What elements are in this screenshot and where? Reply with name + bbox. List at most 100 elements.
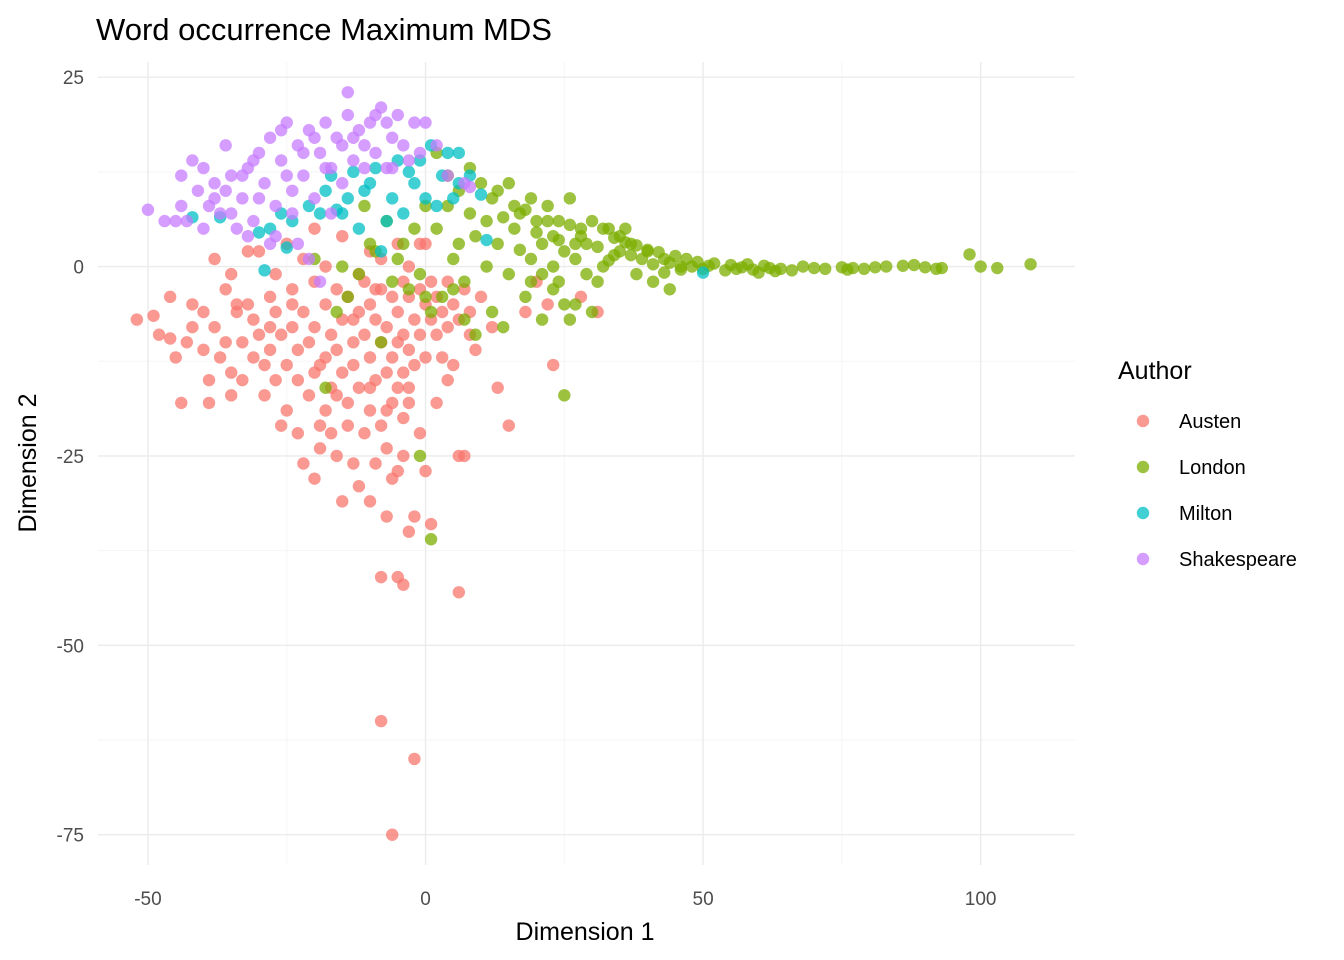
data-point	[330, 389, 343, 402]
data-point	[413, 426, 427, 440]
data-point	[630, 267, 643, 281]
data-point	[330, 283, 343, 296]
data-point	[186, 320, 199, 334]
data-point	[435, 351, 449, 364]
data-point	[347, 457, 360, 470]
data-point	[408, 222, 421, 235]
data-point	[541, 298, 554, 311]
data-point	[319, 381, 332, 394]
data-point	[247, 351, 260, 364]
data-point	[857, 262, 871, 276]
data-point	[347, 313, 360, 326]
data-point	[241, 298, 255, 311]
data-point	[252, 226, 266, 239]
data-point	[585, 305, 599, 319]
data-point	[896, 259, 910, 272]
data-point	[413, 449, 427, 463]
major-gridlines	[98, 62, 1075, 865]
data-point	[530, 226, 543, 239]
data-point	[319, 184, 332, 197]
data-point	[535, 237, 549, 251]
data-point	[535, 267, 549, 281]
data-point	[347, 336, 360, 349]
data-point	[213, 351, 227, 364]
data-point	[313, 419, 327, 432]
data-point	[991, 261, 1004, 275]
data-point	[408, 510, 421, 523]
data-point	[158, 214, 171, 228]
data-point	[152, 328, 166, 341]
data-point	[363, 404, 377, 417]
legend-item-shakespeare: Shakespeare	[1136, 549, 1297, 571]
data-point	[435, 305, 449, 319]
legend-key-marker	[1136, 414, 1150, 428]
data-point	[313, 358, 327, 372]
y-tick-label: -75	[57, 826, 84, 847]
data-point	[424, 275, 438, 288]
x-tick-label: 50	[693, 889, 714, 910]
data-point	[524, 192, 538, 205]
data-point	[397, 328, 410, 341]
data-point	[369, 457, 382, 470]
data-point	[402, 165, 416, 179]
data-point	[263, 131, 277, 144]
data-point	[641, 245, 654, 258]
x-axis-title: Dimension 1	[516, 918, 655, 946]
data-point	[386, 351, 399, 364]
data-point	[319, 116, 332, 129]
data-point	[186, 154, 199, 167]
minor-gridlines	[98, 62, 1075, 865]
data-point	[602, 222, 615, 235]
data-point	[180, 336, 194, 349]
data-point	[258, 177, 271, 190]
data-point	[225, 366, 238, 379]
data-point	[247, 313, 260, 326]
data-point	[363, 495, 377, 508]
data-point	[402, 525, 416, 538]
x-tick-label: 100	[965, 889, 997, 910]
data-point	[386, 131, 399, 144]
data-point	[558, 298, 571, 311]
data-point	[386, 192, 399, 205]
data-point	[241, 230, 255, 243]
data-point	[413, 237, 427, 251]
data-point	[563, 218, 577, 232]
data-point	[330, 343, 343, 357]
data-point	[835, 261, 849, 274]
data-point	[363, 381, 377, 394]
data-point	[447, 252, 460, 266]
data-point	[258, 264, 271, 277]
data-point	[447, 283, 460, 296]
data-point	[374, 245, 388, 258]
data-point	[341, 396, 355, 410]
data-point	[519, 290, 532, 304]
data-point	[225, 207, 238, 220]
data-point	[491, 381, 504, 394]
data-point	[252, 245, 266, 258]
data-point	[441, 169, 454, 182]
data-point	[419, 351, 432, 364]
data-point	[286, 298, 299, 311]
data-point	[658, 252, 671, 266]
data-point	[563, 192, 577, 205]
data-point	[225, 389, 238, 402]
data-point	[347, 154, 360, 167]
data-point	[247, 214, 260, 228]
data-point	[397, 207, 410, 220]
data-point	[336, 366, 349, 379]
data-point	[352, 381, 366, 394]
data-point	[480, 233, 493, 247]
data-point	[524, 252, 538, 266]
data-point	[435, 290, 449, 304]
data-point	[369, 161, 382, 175]
data-point	[402, 154, 416, 167]
data-point	[624, 237, 638, 251]
data-point	[269, 199, 282, 213]
chart-title: Word occurrence Maximum MDS	[96, 12, 552, 47]
data-point	[319, 260, 332, 273]
data-point	[208, 192, 221, 205]
data-point	[297, 146, 310, 160]
data-point	[324, 328, 338, 341]
x-tick-label: -50	[134, 889, 161, 910]
y-tick-label: 25	[63, 68, 84, 89]
